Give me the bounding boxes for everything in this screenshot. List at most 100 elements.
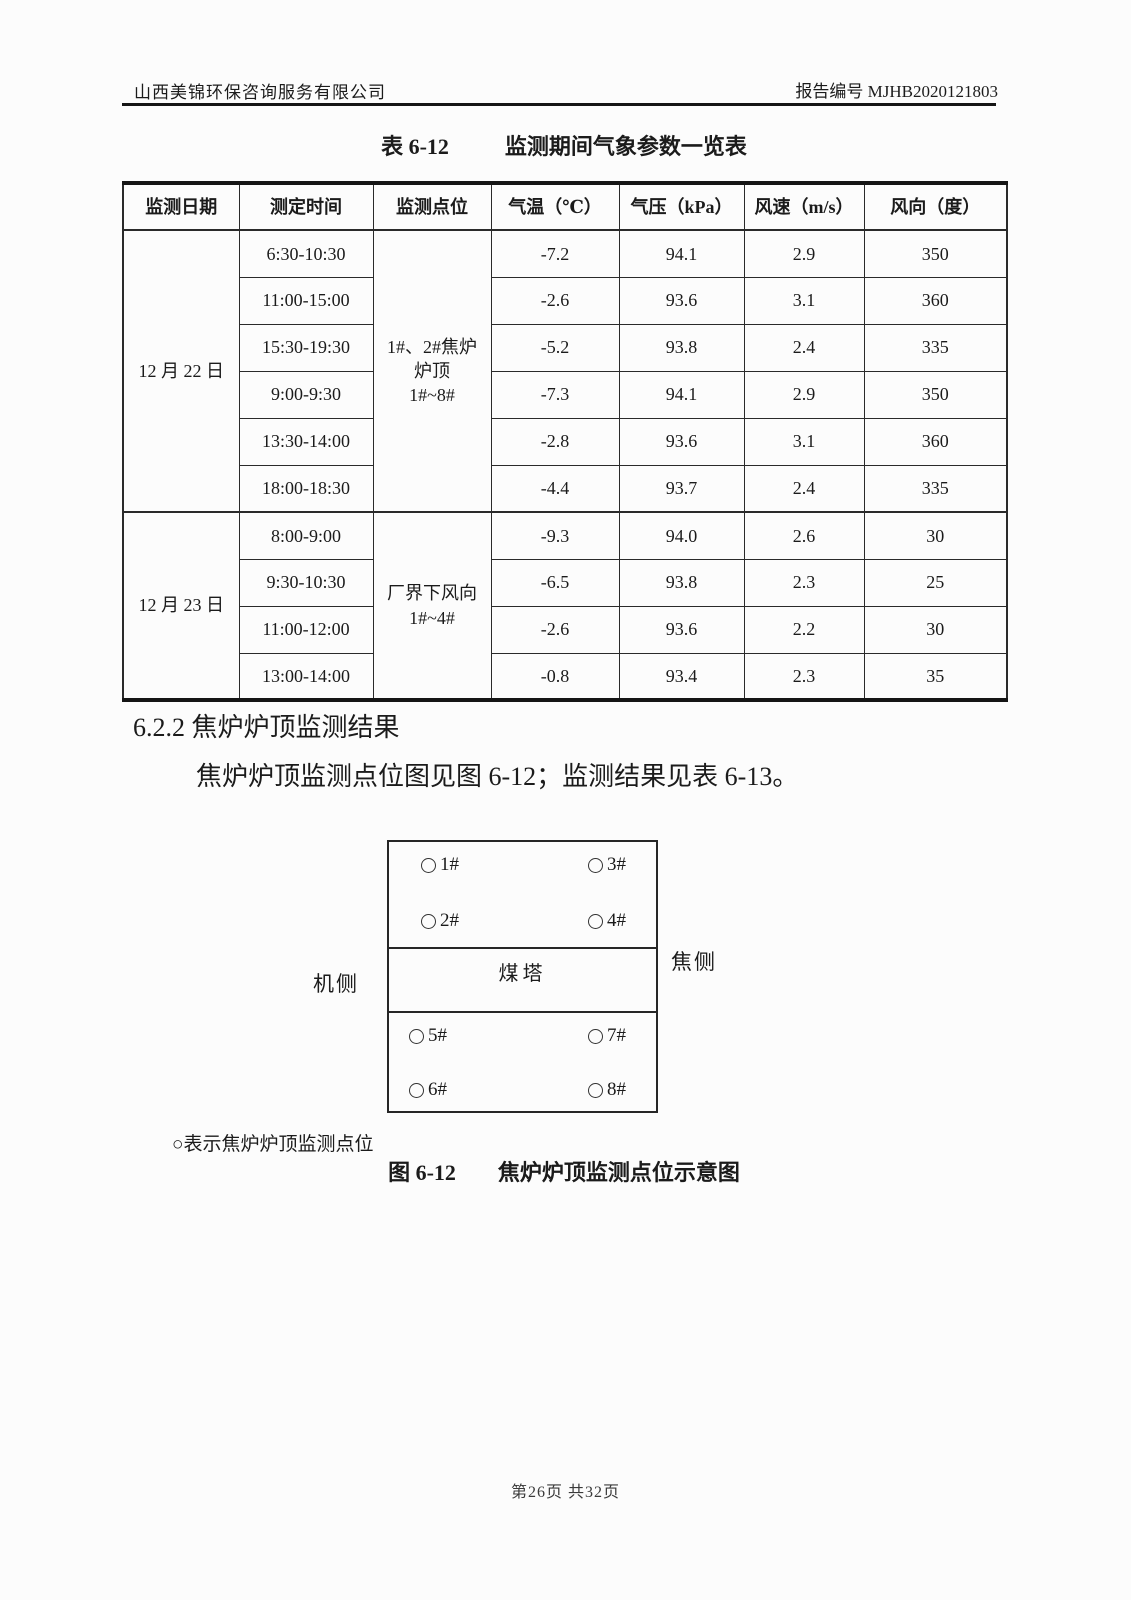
table-row: 12 月 22 日 6:30-10:30 1#、2#焦炉 炉顶 1#~8# -7.2 9… <box>122 229 1008 513</box>
circle-icon <box>588 1082 603 1098</box>
wind-speed-cell: 2.4 <box>743 323 865 372</box>
wind-direction-cell: 35 <box>863 652 1008 701</box>
temperature-cell: -7.3 <box>490 370 620 419</box>
circle-icon <box>588 913 603 929</box>
table-title: 表 6-12 监测期间气象参数一览表 <box>122 129 1006 161</box>
temperature-cell: -2.6 <box>490 276 620 325</box>
wind-speed-cell: 3.1 <box>743 276 865 325</box>
time-cell: 11:00-12:00 <box>238 605 374 654</box>
table-row: 15:30-19:30 -5.2 93.8 2.4 335 <box>123 323 1008 372</box>
circle-icon <box>588 1028 603 1044</box>
wind-direction-cell: 360 <box>863 417 1008 466</box>
wind-direction-cell: 350 <box>863 370 1008 419</box>
point-label: 2# <box>440 910 459 931</box>
section-heading: 6.2.2 焦炉炉顶监测结果 <box>133 713 400 742</box>
wind-direction-cell: 30 <box>863 511 1008 560</box>
site-cell: 厂界下风向 1#~4# <box>372 511 492 701</box>
figure-caption: 图 6-12 焦炉炉顶监测点位示意图 <box>122 1155 1006 1187</box>
temperature-cell: -2.8 <box>490 417 620 466</box>
temperature-cell: -6.5 <box>490 558 620 607</box>
monitor-point-7: 7# <box>588 1025 626 1046</box>
wind-direction-cell: 335 <box>863 323 1008 372</box>
pressure-cell: 94.1 <box>618 229 745 278</box>
pressure-cell: 93.6 <box>618 417 745 466</box>
point-label: 4# <box>607 910 626 931</box>
temperature-cell: -7.2 <box>490 229 620 278</box>
report-number: 报告编号 MJHB2020121803 <box>795 82 998 101</box>
point-label: 8# <box>607 1079 626 1100</box>
table-header-row: 监测日期 测定时间 监测点位 气温（℃） 气压（kPa） 风速（m/s） 风向（… <box>122 182 1008 231</box>
pressure-cell: 93.8 <box>618 558 745 607</box>
site-cell: 1#、2#焦炉 炉顶 1#~8# <box>372 229 492 513</box>
time-cell: 9:30-10:30 <box>238 558 374 607</box>
page-footer: 第26页 共32页 <box>510 1484 620 1501</box>
date-cell: 12 月 23 日 <box>122 511 240 701</box>
time-cell: 9:00-9:30 <box>238 370 374 419</box>
wind-direction-cell: 360 <box>863 276 1008 325</box>
wind-direction-cell: 335 <box>863 464 1008 513</box>
temperature-cell: -0.8 <box>490 652 620 701</box>
time-cell: 11:00-15:00 <box>238 276 374 325</box>
column-header-site: 监测点位 <box>372 182 492 231</box>
table-row: 11:00-15:00 -2.6 93.6 3.1 360 <box>123 276 1008 325</box>
monitor-point-3: 3# <box>588 854 626 875</box>
coal-tower-band: 煤塔 <box>389 947 656 1013</box>
wind-speed-cell: 3.1 <box>743 417 865 466</box>
table-row: 13:30-14:00 -2.8 93.6 3.1 360 <box>123 417 1008 466</box>
time-cell: 18:00-18:30 <box>238 464 374 513</box>
table-label: 表 6-12 <box>381 134 449 159</box>
coal-tower-label: 煤塔 <box>498 963 547 985</box>
table-row: 11:00-12:00 -2.6 93.6 2.2 30 <box>123 605 1008 654</box>
section-paragraph: 焦炉炉顶监测点位图见图 6-12；监测结果见表 6-13。 <box>196 762 799 791</box>
circle-icon <box>409 1082 424 1098</box>
point-label: 7# <box>607 1025 626 1046</box>
time-cell: 13:30-14:00 <box>238 417 374 466</box>
column-header-wind-speed: 风速（m/s） <box>743 182 865 231</box>
time-cell: 15:30-19:30 <box>238 323 374 372</box>
wind-speed-cell: 2.3 <box>743 652 865 701</box>
column-header-pressure: 气压（kPa） <box>618 182 745 231</box>
circle-icon <box>588 857 603 873</box>
wind-speed-cell: 2.6 <box>743 511 865 560</box>
company-name: 山西美锦环保咨询服务有限公司 <box>134 83 386 102</box>
figure-label: 图 6-12 <box>388 1160 456 1185</box>
date-cell: 12 月 22 日 <box>122 229 240 513</box>
wind-direction-cell: 30 <box>863 605 1008 654</box>
column-header-wind-direction: 风向（度） <box>863 182 1008 231</box>
header-divider <box>122 103 996 106</box>
pressure-cell: 94.1 <box>618 370 745 419</box>
monitor-point-5: 5# <box>409 1025 447 1046</box>
time-cell: 6:30-10:30 <box>238 229 374 278</box>
monitor-point-6: 6# <box>409 1079 447 1100</box>
table-row: 9:30-10:30 -6.5 93.8 2.3 25 <box>123 558 1008 607</box>
column-header-date: 监测日期 <box>122 182 240 231</box>
figure-caption-text: 焦炉炉顶监测点位示意图 <box>497 1160 740 1185</box>
point-label: 3# <box>607 854 626 875</box>
monitor-point-2: 2# <box>421 910 459 931</box>
monitor-point-8: 8# <box>588 1079 626 1100</box>
wind-speed-cell: 2.2 <box>743 605 865 654</box>
coke-oven-roof-diagram: 1# 3# 2# 4# 煤塔 5# 7# 6# 8# <box>387 840 658 1113</box>
machine-side-label: 机侧 <box>313 972 359 996</box>
table-title-text: 监测期间气象参数一览表 <box>504 134 747 159</box>
temperature-cell: -5.2 <box>490 323 620 372</box>
pressure-cell: 93.4 <box>618 652 745 701</box>
point-label: 1# <box>440 854 459 875</box>
table-row: 18:00-18:30 -4.4 93.7 2.4 335 <box>123 464 1008 513</box>
monitor-point-4: 4# <box>588 910 626 931</box>
wind-direction-cell: 350 <box>863 229 1008 278</box>
temperature-cell: -9.3 <box>490 511 620 560</box>
circle-icon <box>421 913 436 929</box>
point-label: 5# <box>428 1025 447 1046</box>
monitor-point-1: 1# <box>421 854 459 875</box>
wind-speed-cell: 2.3 <box>743 558 865 607</box>
temperature-cell: -4.4 <box>490 464 620 513</box>
column-header-time: 测定时间 <box>238 182 374 231</box>
figure-legend: ○表示焦炉炉顶监测点位 <box>172 1134 374 1155</box>
table-row: 12 月 23 日 8:00-9:00 厂界下风向 1#~4# -9.3 94.0 2.6… <box>122 511 1008 701</box>
weather-parameters-table: 监测日期 测定时间 监测点位 气温（℃） 气压（kPa） 风速（m/s） 风向（… <box>122 181 1008 702</box>
table-row: 13:00-14:00 -0.8 93.4 2.3 35 <box>123 652 1008 701</box>
pressure-cell: 93.7 <box>618 464 745 513</box>
temperature-cell: -2.6 <box>490 605 620 654</box>
